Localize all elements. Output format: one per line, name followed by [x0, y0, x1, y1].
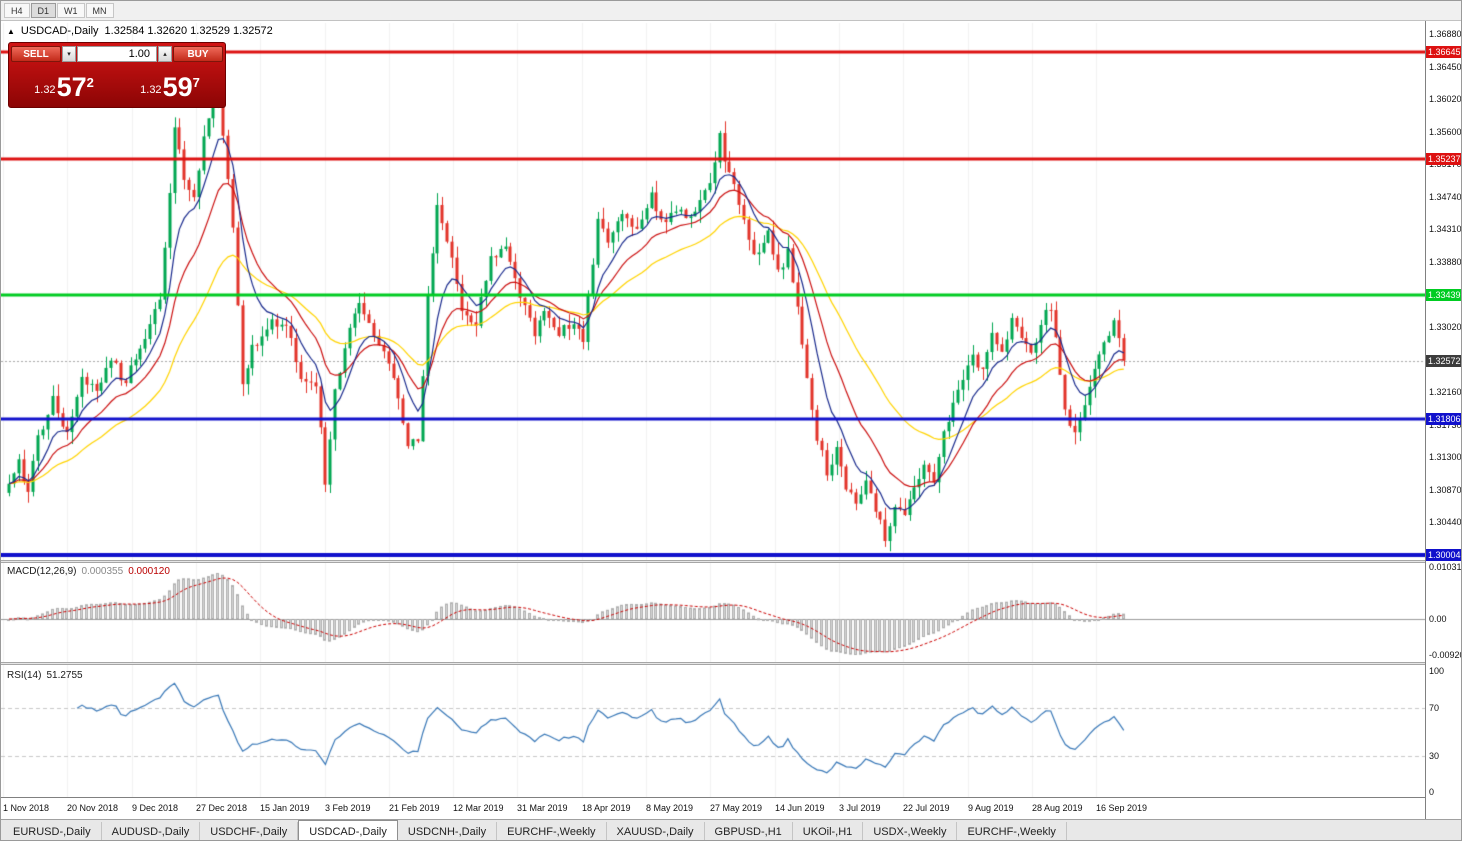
rsi-value: 51.2755: [46, 670, 83, 681]
price-tick: 1.36880: [1429, 29, 1462, 39]
tab-eurchf-weekly[interactable]: EURCHF-,Weekly: [497, 822, 607, 840]
date-label: 21 Feb 2019: [389, 803, 440, 813]
one-click-trading-panel: SELL ▾ 1.00 ▴ BUY 1.32 57 2 1.32 59 7: [8, 42, 226, 108]
level-price-tag: 1.36645: [1426, 46, 1461, 58]
date-label: 3 Feb 2019: [325, 803, 371, 813]
tab-usdchf-daily[interactable]: USDCHF-,Daily: [200, 822, 299, 840]
price-tick: 1.35600: [1429, 127, 1462, 137]
date-label: 14 Jun 2019: [775, 803, 825, 813]
level-price-tag: 1.33439: [1426, 289, 1461, 301]
date-label: 18 Apr 2019: [582, 803, 631, 813]
chart-ohlc-values: 1.32584 1.32620 1.32529 1.32572: [104, 25, 273, 37]
macd-axis-tick: -0.009203: [1429, 650, 1461, 660]
buy-price-big: 59: [162, 72, 193, 102]
rsi-axis-tick: 30: [1429, 751, 1440, 761]
tab-usdcnh-daily[interactable]: USDCNH-,Daily: [398, 822, 498, 840]
price-tick: 1.34310: [1429, 224, 1462, 234]
buy-price-sup: 7: [192, 75, 200, 90]
date-label: 31 Mar 2019: [517, 803, 568, 813]
current-price-tag: 1.32572: [1426, 355, 1461, 367]
tab-usdx-weekly[interactable]: USDX-,Weekly: [863, 822, 958, 840]
rsi-axis-tick: 70: [1429, 703, 1440, 713]
price-tick: 1.33020: [1429, 322, 1462, 332]
date-label: 22 Jul 2019: [903, 803, 950, 813]
chart-canvas[interactable]: [1, 21, 1425, 819]
date-label: 27 Dec 2018: [196, 803, 248, 813]
symbol-arrow-icon: ▲: [7, 26, 15, 36]
macd-axis-tick: 0.010311: [1429, 562, 1461, 572]
price-tick: 1.30440: [1429, 517, 1462, 527]
date-label: 1 Nov 2018: [3, 803, 50, 813]
date-label: 15 Jan 2019: [260, 803, 310, 813]
timeframe-toolbar: H4 D1 W1 MN: [1, 1, 1461, 21]
date-label: 8 May 2019: [646, 803, 694, 813]
tab-usdcad-daily[interactable]: USDCAD-,Daily: [298, 820, 398, 840]
chart-title: ▲ USDCAD-,Daily 1.32584 1.32620 1.32529 …: [7, 25, 273, 37]
level-price-tag: 1.35237: [1426, 153, 1461, 165]
macd-indicator-label: MACD(12,26,9) 0.000355 0.000120: [7, 566, 170, 577]
macd-axis-tick: 0.00: [1429, 614, 1447, 624]
tab-eurchf-weekly[interactable]: EURCHF-,Weekly: [957, 822, 1067, 840]
price-tick: 1.34740: [1429, 192, 1462, 202]
volume-increase-button[interactable]: ▴: [158, 46, 172, 62]
pane-separator[interactable]: [1, 560, 1425, 563]
rsi-axis-tick: 100: [1429, 666, 1445, 676]
sell-price-display[interactable]: 1.32 57 2: [11, 63, 117, 105]
timeframe-mn-button[interactable]: MN: [85, 3, 114, 18]
chart-window: ▲ USDCAD-,Daily 1.32584 1.32620 1.32529 …: [1, 21, 1462, 819]
level-price-tag: 1.30004: [1426, 549, 1461, 561]
sell-price-big: 57: [56, 72, 87, 102]
date-label: 16 Sep 2019: [1096, 803, 1148, 813]
chevron-up-icon: ▴: [163, 51, 167, 58]
buy-price-display[interactable]: 1.32 59 7: [117, 63, 223, 105]
rsi-indicator-label: RSI(14) 51.2755: [7, 670, 83, 681]
rsi-name: RSI(14): [7, 670, 42, 681]
price-tick: 1.32160: [1429, 387, 1462, 397]
date-label: 12 Mar 2019: [453, 803, 504, 813]
timeframe-w1-button[interactable]: W1: [57, 3, 85, 18]
date-label: 9 Aug 2019: [968, 803, 1014, 813]
macd-name: MACD(12,26,9): [7, 566, 77, 577]
buy-price-prefix: 1.32: [140, 84, 162, 96]
rsi-axis-tick: 0: [1429, 787, 1435, 797]
price-tick: 1.30870: [1429, 485, 1462, 495]
macd-main-value: 0.000355: [81, 566, 124, 577]
tab-eurusd-daily[interactable]: EURUSD-,Daily: [3, 822, 102, 840]
timeframe-h4-button[interactable]: H4: [4, 3, 30, 18]
volume-decrease-button[interactable]: ▾: [62, 46, 76, 62]
chart-tab-bar: EURUSD-,Daily AUDUSD-,Daily USDCHF-,Daily U…: [1, 819, 1461, 840]
date-label: 28 Aug 2019: [1032, 803, 1083, 813]
price-tick: 1.31300: [1429, 452, 1462, 462]
price-tick: 1.33880: [1429, 257, 1462, 267]
timeframe-d1-button[interactable]: D1: [30, 3, 57, 18]
tab-audusd-daily[interactable]: AUDUSD-,Daily: [102, 822, 201, 840]
macd-signal-value: 0.000120: [128, 566, 170, 577]
tab-ukoil-h1[interactable]: UKOil-,H1: [793, 822, 864, 840]
time-axis: 1 Nov 2018 20 Nov 2018 9 Dec 2018 27 Dec 20…: [1, 797, 1425, 819]
price-axis: 1.368801.364501.360201.356001.351701.347…: [1425, 21, 1462, 819]
date-label: 3 Jul 2019: [839, 803, 881, 813]
trade-prices-row: 1.32 57 2 1.32 59 7: [11, 63, 223, 105]
date-label: 27 May 2019: [710, 803, 763, 813]
chart-symbol-label: USDCAD-,Daily: [20, 25, 99, 37]
date-label: 9 Dec 2018: [132, 803, 179, 813]
level-price-tag: 1.31806: [1426, 413, 1461, 425]
chevron-down-icon: ▾: [67, 51, 71, 58]
price-tick: 1.36450: [1429, 62, 1462, 72]
trade-controls-row: SELL ▾ 1.00 ▴ BUY: [11, 45, 223, 63]
price-tick: 1.36020: [1429, 94, 1462, 104]
volume-input[interactable]: 1.00: [77, 46, 157, 62]
price-tick: 1.31730: [1429, 420, 1462, 430]
date-label: 20 Nov 2018: [67, 803, 119, 813]
sell-price-sup: 2: [86, 75, 94, 90]
buy-button[interactable]: BUY: [173, 46, 223, 62]
sell-price-prefix: 1.32: [34, 84, 56, 96]
sell-button[interactable]: SELL: [11, 46, 61, 62]
tab-xauusd-daily[interactable]: XAUUSD-,Daily: [607, 822, 705, 840]
tab-gbpusd-h1[interactable]: GBPUSD-,H1: [705, 822, 793, 840]
pane-separator[interactable]: [1, 662, 1425, 665]
